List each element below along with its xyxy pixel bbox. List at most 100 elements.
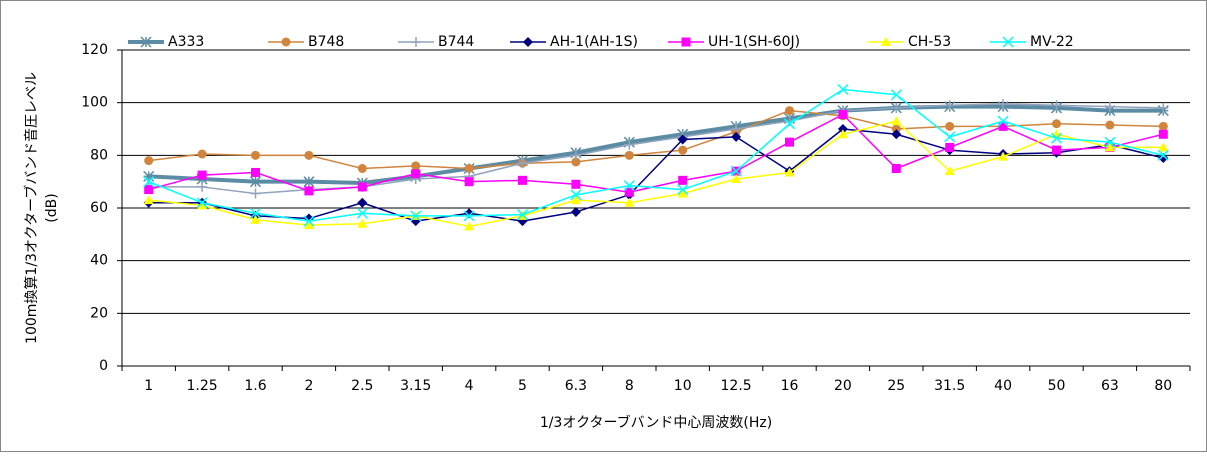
- marker: [1158, 102, 1169, 113]
- marker: [891, 116, 902, 126]
- marker: [1002, 36, 1014, 48]
- marker: [518, 175, 527, 185]
- marker: [677, 134, 688, 145]
- marker: [517, 158, 528, 169]
- marker: [944, 100, 955, 111]
- marker: [197, 200, 208, 210]
- marker: [681, 37, 691, 47]
- marker: [464, 164, 474, 173]
- marker: [1104, 142, 1115, 152]
- marker: [783, 118, 796, 130]
- series-line: [148, 109, 1164, 170]
- marker: [250, 214, 261, 224]
- marker: [1158, 121, 1168, 131]
- marker: [357, 182, 367, 192]
- marker: [1158, 129, 1168, 139]
- x-tick-label: 6.3: [565, 378, 587, 394]
- marker: [516, 209, 529, 221]
- series-line: [148, 88, 1164, 222]
- marker: [1105, 120, 1115, 130]
- x-axis-label: 1/3オクターブバンド中心周波数(Hz): [540, 414, 772, 431]
- marker: [143, 176, 155, 188]
- y-tick-label: 40: [90, 253, 108, 269]
- series-line: [148, 104, 1164, 185]
- marker: [411, 161, 421, 171]
- marker: [998, 151, 1009, 161]
- marker: [997, 115, 1009, 127]
- x-tick-label: 2.5: [351, 378, 373, 394]
- marker: [304, 150, 314, 160]
- marker: [357, 218, 368, 228]
- marker: [784, 167, 795, 177]
- marker: [464, 177, 474, 187]
- y-tick-label: 120: [81, 42, 108, 58]
- marker: [838, 110, 848, 120]
- x-tick-label: 31.5: [934, 378, 965, 394]
- series-line: [148, 120, 1164, 228]
- x-tick-label: 1.25: [187, 378, 218, 394]
- marker: [1051, 100, 1062, 111]
- marker: [281, 37, 291, 47]
- marker: [303, 215, 315, 227]
- marker: [463, 210, 475, 222]
- marker: [411, 169, 421, 179]
- marker: [891, 124, 901, 134]
- x-tick-label: 20: [834, 378, 852, 394]
- marker: [731, 131, 742, 142]
- marker: [881, 37, 891, 46]
- series-line: [148, 113, 1164, 193]
- series: [143, 83, 1169, 227]
- marker: [678, 145, 688, 155]
- x-tick-label: 8: [625, 378, 634, 394]
- marker: [143, 170, 155, 182]
- legend-label: UH-1(SH-60J): [708, 34, 800, 50]
- marker: [1050, 132, 1063, 144]
- x-tick-label: 3.15: [400, 378, 431, 394]
- marker: [197, 181, 208, 192]
- marker: [357, 164, 367, 173]
- marker: [1104, 136, 1116, 148]
- marker: [1052, 119, 1061, 129]
- marker: [945, 142, 955, 152]
- marker: [891, 102, 902, 113]
- x-tick-label: 50: [1048, 378, 1066, 394]
- y-tick-label: 80: [90, 147, 108, 163]
- marker: [730, 165, 742, 177]
- marker: [1104, 101, 1115, 112]
- legend-label: B748: [308, 34, 344, 50]
- marker: [410, 210, 422, 222]
- marker: [251, 167, 260, 177]
- marker: [998, 98, 1009, 109]
- marker: [624, 187, 634, 197]
- marker: [249, 176, 262, 188]
- marker: [144, 185, 154, 195]
- x-tick-label: 10: [674, 378, 692, 394]
- marker: [891, 129, 902, 140]
- y-tick-label: 20: [90, 305, 108, 321]
- marker: [571, 179, 581, 189]
- marker: [570, 189, 582, 201]
- marker: [464, 221, 475, 231]
- marker: [570, 150, 581, 161]
- y-tick-label: 0: [99, 358, 108, 374]
- marker: [250, 188, 261, 199]
- marker: [891, 164, 901, 173]
- legend-label: A333: [168, 34, 204, 50]
- x-tick-label: 1: [144, 378, 153, 394]
- marker: [1158, 142, 1169, 152]
- marker: [249, 207, 262, 219]
- marker: [731, 174, 742, 184]
- y-axis-label-unit: (dB): [44, 193, 60, 222]
- marker: [624, 139, 635, 150]
- marker: [677, 188, 688, 198]
- x-tick-label: 12.5: [721, 378, 752, 394]
- y-tick-label: 60: [90, 200, 108, 216]
- x-tick-label: 16: [781, 378, 799, 394]
- x-tick-label: 4: [465, 378, 474, 394]
- marker: [837, 129, 848, 139]
- marker: [624, 150, 634, 160]
- y-tick-label: 100: [81, 95, 108, 111]
- x-tick-label: 25: [887, 378, 905, 394]
